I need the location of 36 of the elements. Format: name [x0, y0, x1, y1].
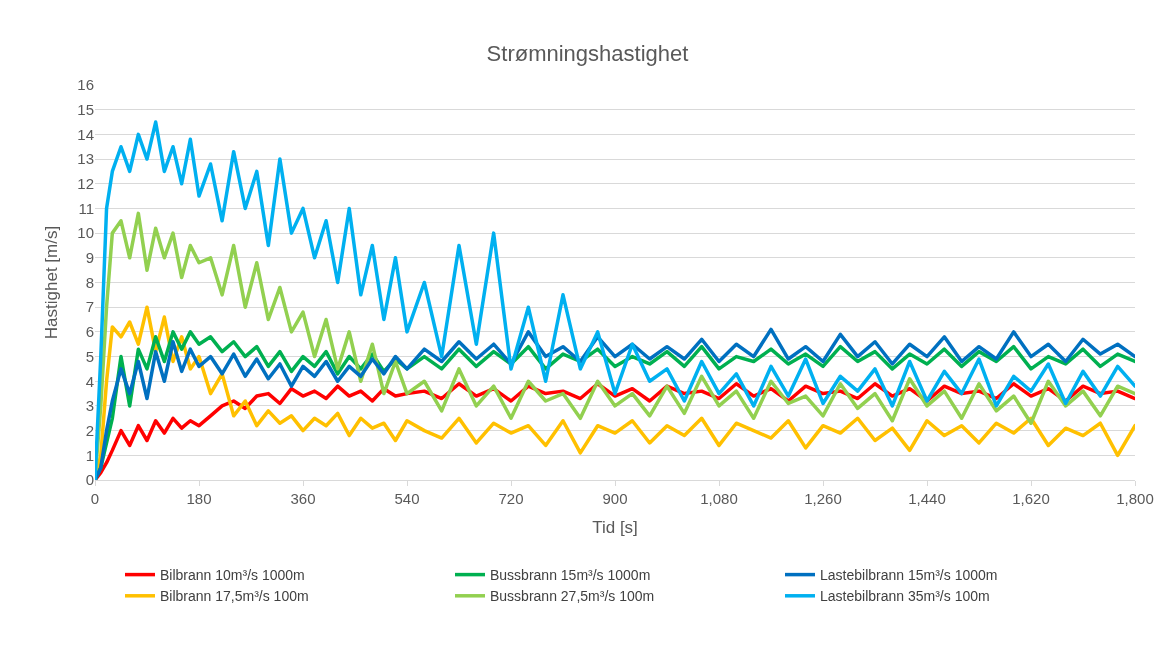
- y-tick-label: 10: [77, 224, 94, 242]
- x-tick-label: 720: [498, 490, 524, 507]
- y-tick-label: 8: [85, 273, 94, 291]
- y-tick-label: 9: [85, 249, 94, 267]
- legend-label: Lastebilbrann 35m³/s 100m: [820, 588, 990, 605]
- y-tick-label: 16: [77, 76, 94, 94]
- x-tick-label: 1,800: [1116, 490, 1154, 507]
- legend-label: Bussbrann 15m³/s 1000m: [490, 567, 651, 584]
- y-tick-label: 1: [85, 446, 94, 464]
- legend-label: Bilbrann 17,5m³/s 100m: [160, 588, 309, 605]
- x-tick-label: 1,440: [908, 490, 946, 507]
- y-tick-label: 3: [85, 397, 94, 415]
- y-tick-label: 13: [77, 150, 94, 168]
- y-tick-label: 5: [85, 347, 94, 365]
- x-tick-label: 900: [602, 490, 628, 507]
- y-tick-label: 14: [77, 125, 94, 143]
- x-tick-label: 1,260: [804, 490, 842, 507]
- y-tick-label: 15: [77, 100, 94, 118]
- y-tick-label: 11: [78, 199, 94, 217]
- x-tick-label: 1,080: [700, 490, 738, 507]
- y-tick-label: 12: [77, 175, 94, 192]
- y-tick-label: 7: [85, 298, 94, 316]
- x-tick-label: 180: [186, 490, 212, 507]
- y-tick-label: 2: [85, 421, 94, 439]
- y-tick-label: 0: [85, 471, 94, 489]
- chart-title: Strømningshastighet: [486, 40, 689, 66]
- x-tick-label: 1,620: [1012, 490, 1050, 507]
- y-axis-title: Hastighet [m/s]: [41, 225, 61, 340]
- x-tick-label: 540: [394, 490, 420, 507]
- legend-label: Bussbrann 27,5m³/s 100m: [490, 588, 655, 605]
- y-tick-label: 4: [85, 372, 94, 390]
- legend-label: Bilbrann 10m³/s 1000m: [160, 567, 305, 584]
- x-tick-label: 360: [290, 490, 316, 507]
- x-axis-title: Tid [s]: [592, 518, 638, 538]
- legend-label: Lastebilbrann 15m³/s 1000m: [820, 567, 998, 584]
- y-tick-label: 6: [85, 323, 94, 341]
